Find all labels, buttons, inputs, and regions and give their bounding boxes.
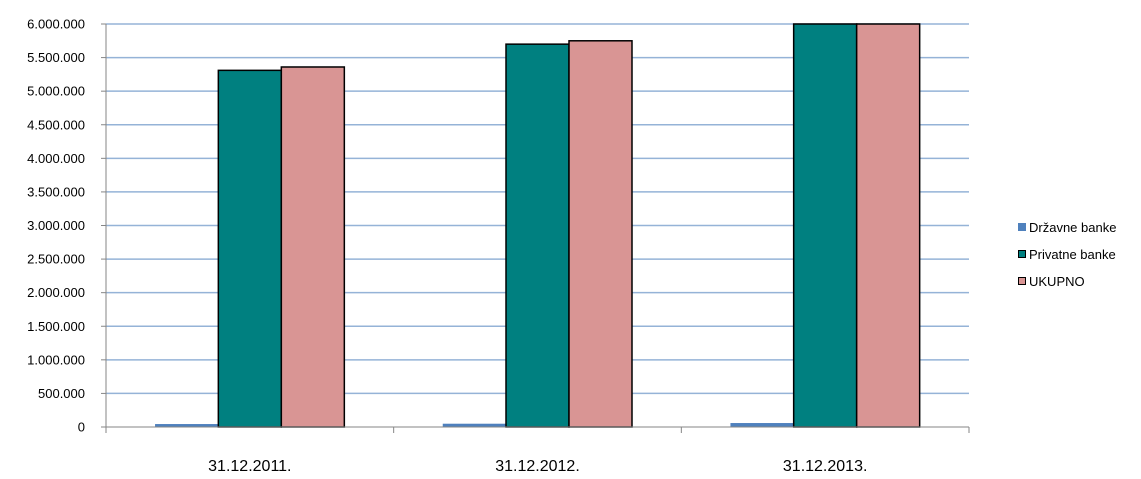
x-tick-label: 31.12.2011. xyxy=(208,458,291,474)
y-tick-label: 4.500.000 xyxy=(27,117,85,132)
bar xyxy=(217,69,283,428)
y-tick-label: 500.000 xyxy=(38,386,85,401)
legend-swatch-ukupno xyxy=(1018,277,1026,285)
y-tick-label: 5.500.000 xyxy=(27,50,85,65)
y-tick-label: 2.500.000 xyxy=(27,252,85,267)
legend-label-drzavne-banke: Državne banke xyxy=(1029,219,1117,235)
bar xyxy=(730,423,794,428)
legend-item-drzavne-banke: Državne banke xyxy=(1018,219,1138,235)
legend-swatch-drzavne-banke xyxy=(1018,223,1026,231)
legend-label-privatne-banke: Privatne banke xyxy=(1029,246,1116,262)
y-tick-label: 1.500.000 xyxy=(27,319,85,334)
y-tick-label: 5.000.000 xyxy=(27,84,85,99)
bar xyxy=(792,23,858,428)
y-tick-label: 3.000.000 xyxy=(27,218,85,233)
y-tick-label: 6.000.000 xyxy=(27,17,85,32)
x-tick-label: 31.12.2012. xyxy=(495,458,580,474)
legend-label-ukupno: UKUPNO xyxy=(1029,273,1085,289)
y-tick-label: 0 xyxy=(78,420,85,435)
bar xyxy=(280,66,346,428)
x-tick-label: 31.12.2013. xyxy=(783,458,868,474)
bar xyxy=(855,23,921,428)
bar xyxy=(568,40,633,428)
chart-legend: Državne banke Privatne banke UKUPNO xyxy=(1018,219,1138,300)
y-tick-label: 2.000.000 xyxy=(27,285,85,300)
y-tick-label: 4.000.000 xyxy=(27,151,85,166)
y-tick-label: 3.500.000 xyxy=(27,184,85,199)
legend-item-ukupno: UKUPNO xyxy=(1018,273,1138,289)
legend-item-privatne-banke: Privatne banke xyxy=(1018,246,1138,262)
legend-swatch-privatne-banke xyxy=(1018,250,1026,258)
bar xyxy=(505,43,570,428)
y-tick-label: 1.000.000 xyxy=(27,352,85,367)
